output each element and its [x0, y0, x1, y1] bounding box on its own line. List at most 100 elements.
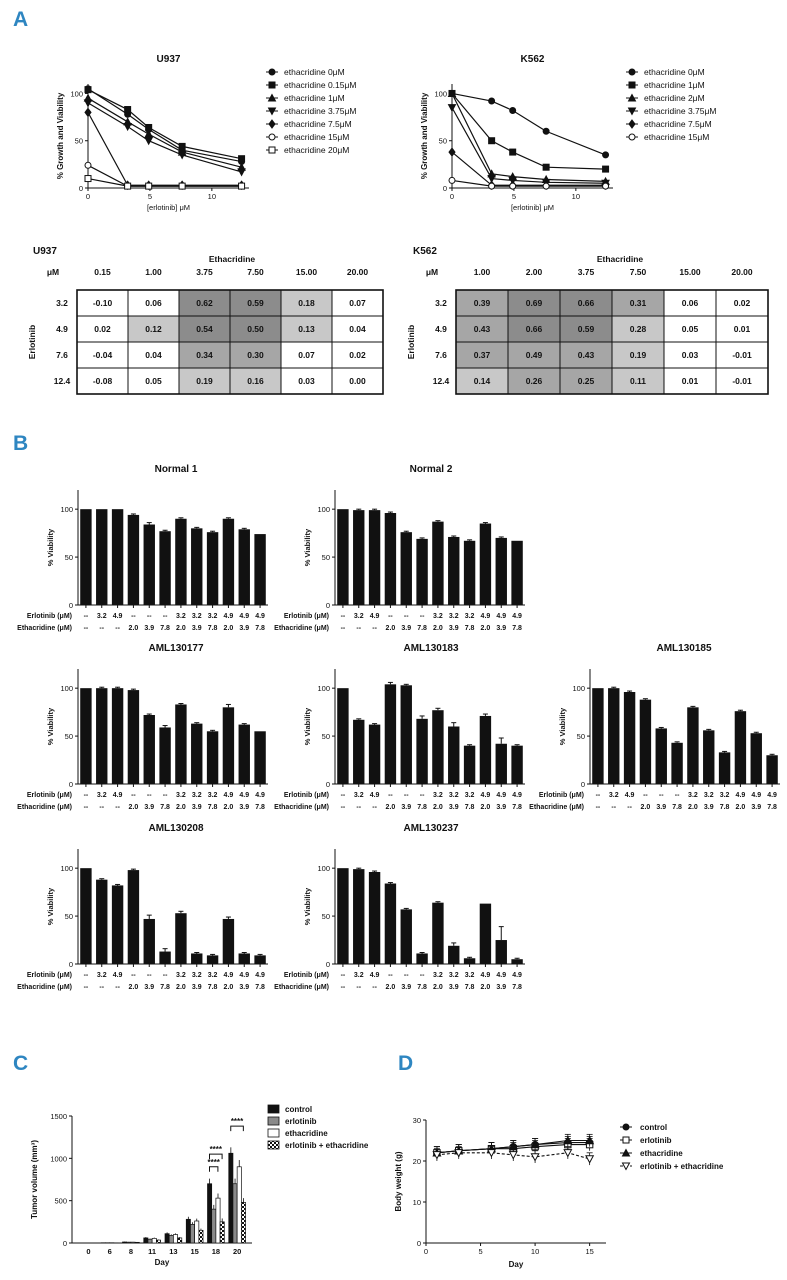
table-cell-value: 0.43 — [474, 324, 491, 334]
data-point — [447, 88, 457, 97]
erlotinib-dose: -- — [404, 972, 409, 979]
x-tick-label: 5 — [148, 192, 152, 201]
marker-square — [124, 106, 132, 114]
ethacridine-dose: 7.8 — [417, 984, 427, 991]
erlotinib-dose: 3.2 — [688, 792, 698, 799]
ethacridine-dose: 3.9 — [192, 625, 202, 632]
erlotinib-dose: -- — [420, 613, 425, 620]
significance-bracket — [230, 1125, 244, 1132]
erlotinib-dose: 3.2 — [354, 792, 364, 799]
erlotinib-dose: 4.9 — [496, 613, 506, 620]
y-axis-label: % Viability — [46, 707, 55, 745]
marker-triangle-down — [585, 1155, 595, 1164]
bar — [368, 872, 381, 964]
bar — [228, 1152, 234, 1244]
table-col-label: 20.00 — [731, 267, 753, 277]
bar — [718, 752, 731, 784]
ethacridine-dose: -- — [84, 804, 89, 811]
chart-D: 0 10 20 30 0 5 10 15 Body weight (g) Day control er… — [394, 1116, 724, 1269]
legend-marker — [268, 146, 276, 154]
ethacridine-dose: 2.0 — [129, 625, 139, 632]
ethacridine-dose: 2.0 — [129, 804, 139, 811]
ethacridine-dose: 2.0 — [433, 625, 443, 632]
table-row-label: 7.6 — [435, 350, 447, 360]
legend-marker — [622, 1136, 630, 1144]
table-cell-value: 0.14 — [474, 376, 491, 386]
ethacridine-row-label: Ethacridine (μM) — [17, 804, 72, 811]
erlotinib-dose: -- — [131, 792, 136, 799]
x-tick-label: 8 — [129, 1247, 133, 1256]
data-point — [542, 127, 550, 135]
bar — [164, 1233, 170, 1244]
erlotinib-dose: -- — [147, 792, 152, 799]
legend-label: ethacridine 7.5μM — [284, 119, 352, 129]
erlotinib-dose: 3.2 — [720, 792, 730, 799]
table-title: K562 — [413, 246, 437, 257]
bar — [254, 534, 266, 605]
ethacridine-dose: 3.9 — [496, 625, 506, 632]
series-0: control — [433, 1123, 667, 1159]
y-tick-label: 20 — [413, 1157, 421, 1166]
marker-square — [488, 137, 496, 145]
erlotinib-dose: 3.2 — [449, 972, 459, 979]
table-cell-value: 0.07 — [349, 298, 366, 308]
x-axis-label: Day — [155, 1258, 170, 1267]
data-point — [602, 182, 610, 190]
erlotinib-dose: -- — [341, 792, 346, 799]
data-point — [542, 163, 550, 171]
bar — [168, 1235, 174, 1244]
ethacridine-dose: 7.8 — [160, 984, 170, 991]
bar — [143, 918, 155, 964]
legend-label: ethacridine 0μM — [284, 67, 345, 77]
ethacridine-dose: 7.8 — [160, 804, 170, 811]
y-tick-label: 0 — [69, 960, 73, 969]
table-cell — [715, 315, 769, 343]
y-axis-label: % Viability — [46, 887, 55, 925]
marker-circle — [84, 161, 92, 169]
y-tick-label: 0 — [326, 960, 330, 969]
ethacridine-dose: 2.0 — [736, 804, 746, 811]
legend-swatch — [267, 1116, 280, 1126]
ethacridine-row-label: Ethacridine (μM) — [529, 804, 584, 811]
data-point — [454, 1149, 464, 1158]
x-tick-label: 6 — [108, 1247, 112, 1256]
data-point — [238, 155, 246, 163]
bar — [766, 755, 778, 784]
ethacridine-dose: 7.8 — [465, 984, 475, 991]
series-5: ethacridine 15μM — [448, 132, 709, 190]
erlotinib-dose: 3.2 — [465, 792, 475, 799]
ethacridine-dose: 7.8 — [208, 984, 218, 991]
erlotinib-dose: 3.2 — [449, 613, 459, 620]
marker-circle — [542, 182, 550, 190]
legend-marker — [628, 81, 636, 89]
bar — [750, 733, 762, 784]
table-A4: K562 Ethacridine μM 1.00 2.00 3.75 7.50 15.00 20… — [406, 246, 769, 395]
bar — [608, 688, 620, 784]
table-cell-value: 0.31 — [630, 298, 647, 308]
table-col-label: 3.75 — [196, 267, 213, 277]
bar — [337, 509, 349, 605]
table-row-header: Erlotinib — [27, 325, 37, 359]
y-tick-label: 100 — [317, 684, 330, 693]
data-point — [178, 182, 186, 190]
ethacridine-dose: 3.9 — [239, 804, 249, 811]
marker-square — [542, 163, 550, 171]
y-tick-label: 50 — [75, 137, 83, 146]
ethacridine-dose: 2.0 — [433, 804, 443, 811]
bar — [241, 1202, 246, 1244]
table-cell-value: 0.43 — [578, 350, 595, 360]
table-row-label: 3.2 — [435, 298, 447, 308]
ethacridine-dose: 2.0 — [688, 804, 698, 811]
panel-label-b: B — [13, 432, 29, 455]
table-cell-value: 0.04 — [349, 324, 366, 334]
bar — [384, 513, 397, 605]
significance-bracket — [209, 1166, 219, 1172]
table-cell-value: 0.34 — [196, 350, 213, 360]
panel-label-a: A — [13, 8, 29, 31]
erlotinib-dose: -- — [84, 613, 89, 620]
chart-title: AML130183 — [403, 643, 458, 654]
bar — [147, 1238, 153, 1244]
data-point — [432, 1151, 442, 1160]
erlotinib-dose: -- — [147, 613, 152, 620]
